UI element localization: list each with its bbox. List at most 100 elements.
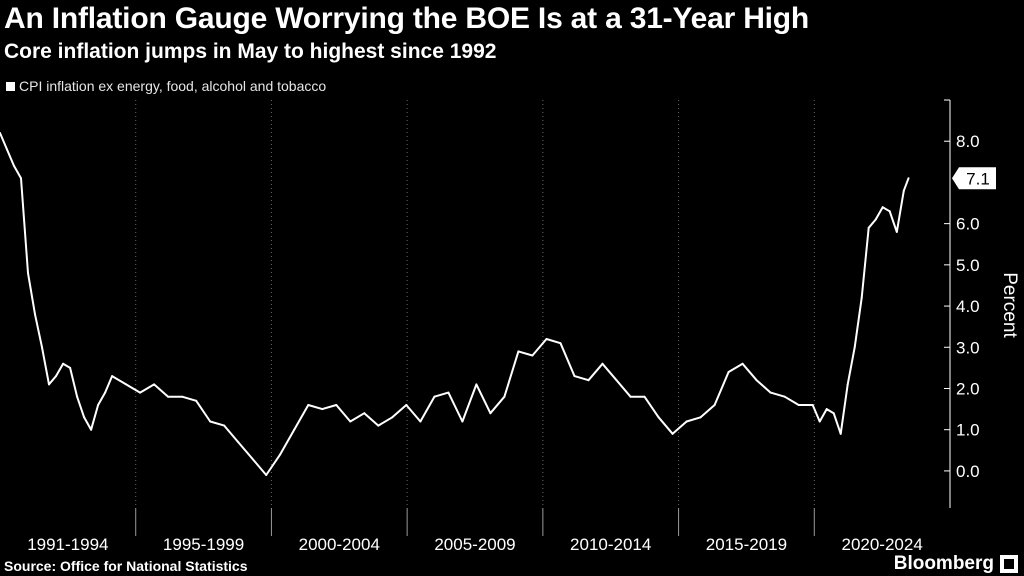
x-tick-label: 2015-2019 (706, 535, 787, 554)
data-point (20, 177, 22, 180)
x-tick-label: 2010-2014 (570, 535, 651, 554)
data-point (55, 375, 57, 378)
data-point (559, 342, 562, 345)
data-point (13, 164, 15, 167)
data-point (853, 346, 856, 349)
data-point (685, 420, 688, 423)
data-point (223, 424, 226, 427)
data-point (573, 375, 576, 378)
data-point (643, 395, 646, 398)
y-tick-label: 6.0 (956, 215, 980, 234)
legend: CPI inflation ex energy, food, alcohol a… (6, 78, 326, 94)
data-point (321, 408, 324, 411)
y-tick-label: 0.0 (956, 462, 980, 481)
data-point (181, 395, 184, 398)
data-point (307, 404, 310, 406)
data-point (139, 391, 142, 394)
data-point (293, 428, 296, 431)
legend-swatch (6, 81, 15, 91)
chart-title: An Inflation Gauge Worrying the BOE Is a… (4, 2, 810, 35)
x-tick-label: 2005-2009 (434, 535, 515, 554)
data-point (419, 420, 422, 423)
series-line (0, 132, 910, 476)
data-point (531, 354, 534, 357)
data-point (517, 350, 520, 353)
data-point (377, 424, 380, 427)
data-point (601, 362, 604, 365)
data-point (195, 399, 198, 402)
data-point (363, 412, 366, 415)
data-point (433, 395, 436, 398)
y-tick-label: 8.0 (956, 132, 980, 151)
data-point (860, 296, 863, 299)
data-point (902, 189, 905, 192)
data-point (783, 395, 786, 398)
data-point (797, 404, 800, 406)
data-point (741, 362, 744, 365)
data-point (888, 210, 891, 213)
data-point (251, 457, 254, 460)
data-point (881, 206, 884, 209)
data-point (671, 432, 674, 435)
data-point (125, 383, 128, 386)
y-tick-label: 2.0 (956, 379, 980, 398)
x-tick-label: 1995-1999 (163, 535, 244, 554)
data-point (846, 383, 849, 386)
data-point (657, 416, 660, 419)
data-point (90, 428, 93, 431)
data-point (461, 420, 464, 423)
data-point (69, 366, 72, 369)
data-point (867, 226, 870, 229)
data-point (895, 230, 898, 233)
data-point (104, 391, 107, 394)
data-point (629, 395, 632, 398)
data-point (769, 391, 772, 394)
data-point (27, 272, 29, 275)
data-point (587, 379, 590, 382)
data-point (34, 313, 36, 316)
data-point (475, 383, 478, 386)
data-point (713, 404, 716, 406)
data-point (48, 383, 50, 386)
y-tick-label: 4.0 (956, 297, 980, 316)
data-point (832, 412, 835, 415)
last-value-label: 7.1 (966, 169, 990, 188)
data-point (699, 416, 702, 419)
y-tick-label: 3.0 (956, 338, 980, 357)
data-point (0, 132, 1, 134)
data-point (391, 416, 394, 419)
data-point (447, 391, 450, 394)
data-point (349, 420, 352, 423)
data-point (405, 404, 408, 406)
data-point (97, 404, 100, 406)
data-point (615, 379, 618, 382)
y-tick-label: 1.0 (956, 421, 980, 440)
data-point (153, 383, 156, 386)
data-point (545, 338, 548, 340)
data-point (727, 371, 730, 373)
x-tick-label: 1991-1994 (27, 535, 108, 554)
data-point (167, 395, 170, 398)
y-axis-label: Percent (999, 272, 1020, 338)
data-point (755, 379, 758, 382)
x-tick-label: 2000-2004 (299, 535, 380, 554)
bloomberg-logo: Bloomberg (893, 553, 994, 574)
data-point (825, 408, 828, 411)
data-point (41, 346, 43, 349)
chart-subtitle: Core inflation jumps in May to highest s… (4, 40, 497, 63)
data-point (237, 441, 240, 444)
data-point (907, 177, 910, 180)
data-point (62, 362, 65, 365)
data-point (279, 453, 282, 456)
data-point (209, 420, 212, 423)
last-value-badge (952, 167, 996, 190)
data-point (265, 474, 268, 476)
data-point (489, 412, 492, 415)
data-point (503, 395, 506, 398)
data-point (839, 432, 842, 435)
data-point (874, 218, 877, 221)
y-tick-label: 5.0 (956, 256, 980, 275)
line-chart: 1991-1994 1995-1999 2000-2004 2005-2009 2010… (0, 99, 1020, 554)
data-point (6, 148, 8, 151)
data-point (111, 375, 114, 378)
